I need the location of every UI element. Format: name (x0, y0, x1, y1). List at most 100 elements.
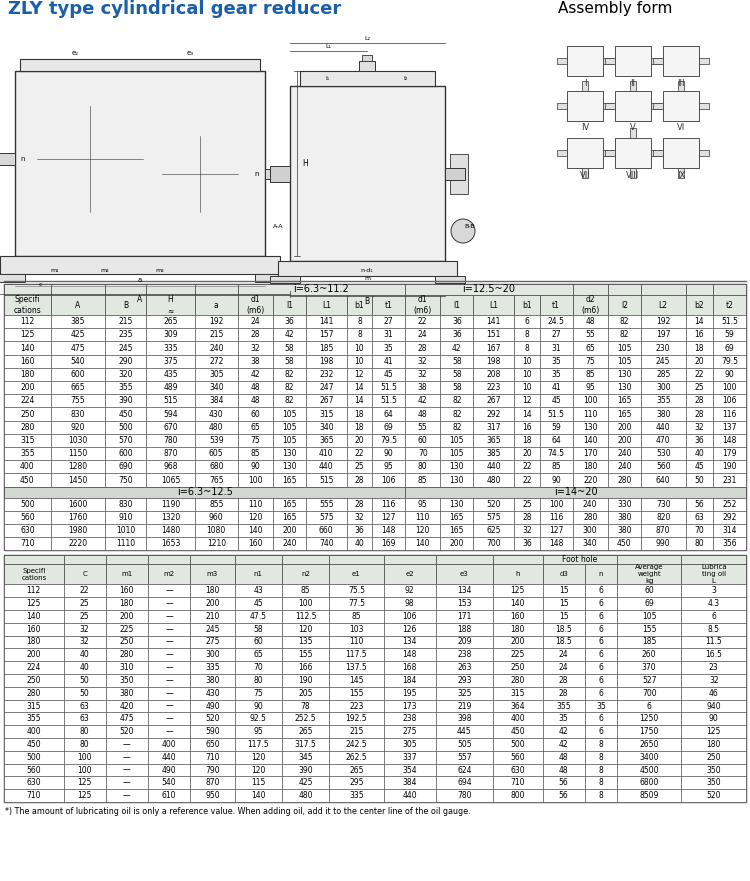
Bar (329, 584, 384, 597)
Bar (605, 58, 615, 64)
Bar (514, 354, 539, 367)
Text: 77.5: 77.5 (348, 599, 365, 608)
Text: 215: 215 (350, 727, 364, 737)
Text: 130: 130 (282, 463, 296, 471)
Bar (557, 58, 567, 64)
Bar (440, 433, 473, 447)
Text: 1010: 1010 (116, 526, 135, 535)
Text: 160: 160 (248, 539, 262, 548)
Bar (51, 433, 105, 447)
Bar (105, 342, 146, 354)
Bar (64, 789, 106, 802)
Bar (682, 687, 746, 700)
Text: 240: 240 (583, 500, 598, 508)
Bar (195, 498, 238, 511)
Text: 355: 355 (656, 396, 670, 405)
Bar (640, 394, 686, 407)
Bar (238, 511, 273, 524)
Text: 250: 250 (26, 676, 41, 685)
Bar (306, 329, 347, 342)
Text: 380: 380 (206, 676, 220, 685)
Text: 157: 157 (319, 330, 334, 339)
Text: 475: 475 (70, 344, 86, 352)
Text: 69: 69 (644, 599, 654, 608)
Bar (235, 635, 282, 648)
Bar (51, 420, 105, 433)
Bar (542, 648, 585, 662)
Bar (608, 407, 640, 420)
Bar (106, 713, 148, 725)
Bar (567, 138, 603, 168)
Bar (372, 354, 405, 367)
Bar (235, 738, 282, 751)
Text: 309: 309 (164, 330, 178, 339)
Bar (713, 394, 746, 407)
Bar (106, 662, 148, 674)
Bar (273, 354, 306, 367)
Bar (436, 725, 493, 738)
Text: 8: 8 (357, 330, 362, 339)
Text: 470: 470 (656, 436, 670, 445)
Text: 180: 180 (26, 638, 41, 647)
Bar (372, 367, 405, 381)
Bar (146, 354, 195, 367)
Bar (195, 342, 238, 354)
Text: 64: 64 (551, 436, 561, 445)
Bar (514, 295, 539, 315)
Text: 100: 100 (248, 476, 262, 485)
Text: 60: 60 (418, 436, 428, 445)
Text: 48: 48 (559, 766, 568, 774)
Text: 1480: 1480 (161, 526, 180, 535)
Bar (493, 597, 542, 610)
Text: 520: 520 (119, 727, 134, 737)
Text: II: II (631, 78, 635, 87)
Bar (640, 295, 686, 315)
Bar (539, 433, 573, 447)
Text: 575: 575 (487, 513, 501, 522)
Text: 63: 63 (694, 513, 704, 522)
Text: 1653: 1653 (160, 539, 180, 548)
Bar (405, 381, 440, 394)
Text: i=6.3~11.2: i=6.3~11.2 (293, 285, 350, 294)
Text: 600: 600 (70, 370, 86, 379)
Bar (195, 367, 238, 381)
Bar (542, 713, 585, 725)
Text: 450: 450 (26, 740, 41, 749)
Bar (4, 447, 51, 460)
Bar (64, 764, 106, 776)
Text: 24: 24 (418, 330, 428, 339)
Text: 106: 106 (403, 612, 417, 621)
Bar (106, 648, 148, 662)
Bar (106, 776, 148, 789)
Bar (405, 407, 440, 420)
Text: Foot hole: Foot hole (562, 555, 597, 565)
Bar (473, 420, 514, 433)
Text: 6: 6 (598, 612, 603, 621)
Text: 28: 28 (559, 676, 568, 685)
Text: 425: 425 (70, 330, 86, 339)
Text: *) The amount of lubricating oil is only a reference value. When adding oil, add: *) The amount of lubricating oil is only… (5, 807, 471, 816)
Bar (384, 555, 436, 565)
Text: 28: 28 (694, 396, 704, 405)
Text: 125: 125 (20, 330, 34, 339)
Bar (440, 420, 473, 433)
Text: 780: 780 (457, 791, 472, 800)
Bar (640, 524, 686, 537)
Bar (542, 555, 617, 565)
Bar (148, 597, 190, 610)
Bar (608, 329, 640, 342)
Text: 180: 180 (20, 370, 34, 379)
Text: 148: 148 (403, 650, 417, 659)
Text: 51.5: 51.5 (380, 383, 397, 392)
Bar (282, 738, 329, 751)
Bar (238, 315, 273, 329)
Bar (4, 420, 51, 433)
Bar (493, 648, 542, 662)
Text: 245: 245 (656, 357, 670, 366)
Text: n: n (598, 572, 603, 577)
Text: 240: 240 (617, 463, 632, 471)
Bar (195, 295, 238, 315)
Bar (653, 150, 663, 156)
Bar (713, 537, 746, 551)
Text: 120: 120 (298, 625, 313, 633)
